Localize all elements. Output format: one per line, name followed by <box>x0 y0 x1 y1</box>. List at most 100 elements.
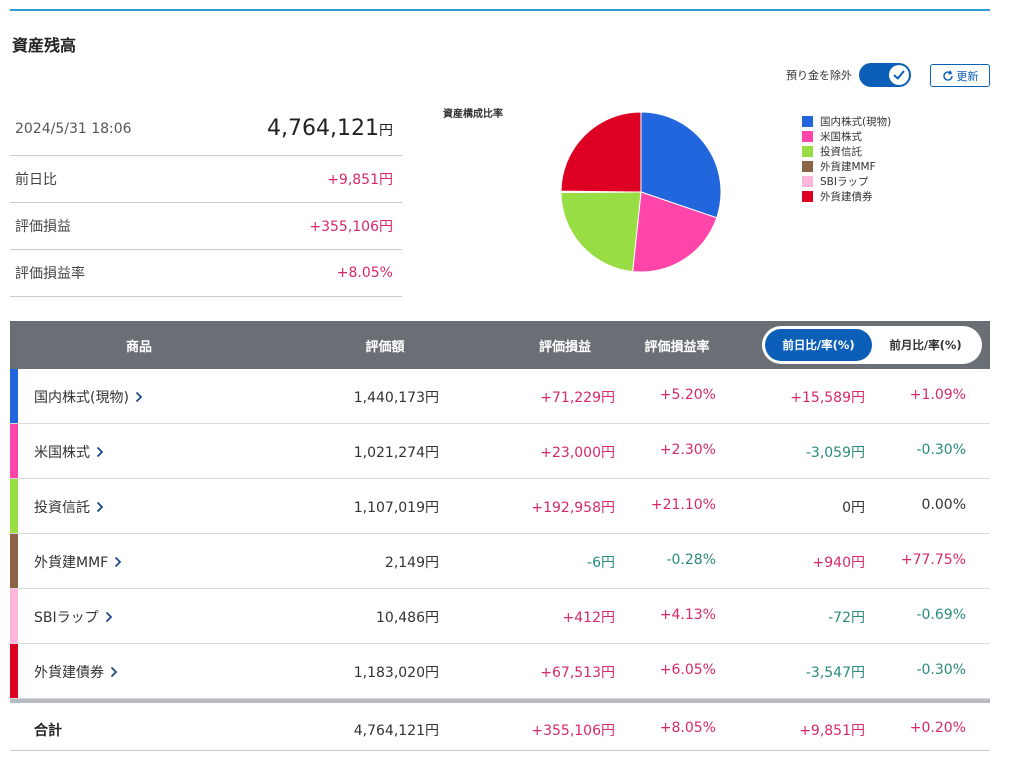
product-link[interactable]: SBIラップ <box>34 607 113 627</box>
pl-cell: -6円 <box>587 555 615 571</box>
pl-rate-cell: +4.13% <box>659 607 716 623</box>
legend-swatch <box>802 176 813 187</box>
pie-slice <box>560 191 642 273</box>
valuation-cell: 1,107,019円 <box>353 500 439 516</box>
legend-item: 外貨建MMF <box>802 159 891 174</box>
day-rate-cell: +1.09% <box>909 387 966 403</box>
summary-row-day-change: 前日比 +9,851円 <box>10 156 402 203</box>
legend-swatch <box>802 161 813 172</box>
summary-total-unit: 円 <box>379 123 393 139</box>
period-segment-control: 前日比/率(%) 前月比/率(%) <box>762 326 982 364</box>
header-valuation: 評価額 <box>365 339 405 355</box>
pl-rate-cell: +6.05% <box>659 662 716 678</box>
pl-cell: +23,000円 <box>540 445 615 461</box>
refresh-button[interactable]: 更新 <box>930 64 990 87</box>
exclude-deposit-label: 預り金を除外 <box>786 69 852 82</box>
product-link[interactable]: 外貨建MMF <box>34 552 122 572</box>
category-color-bar <box>10 644 18 698</box>
pl-cell: +412円 <box>562 610 615 626</box>
header-product: 商品 <box>125 339 152 355</box>
refresh-icon <box>942 70 953 81</box>
valuation-cell: 1,021,274円 <box>353 445 439 461</box>
pl-rate-cell: +21.10% <box>650 497 716 513</box>
product-link[interactable]: 外貨建債券 <box>34 662 118 682</box>
product-link[interactable]: 国内株式(現物) <box>34 387 143 407</box>
valuation-cell: 2,149円 <box>384 555 439 571</box>
day-rate-cell: +77.75% <box>900 552 966 568</box>
pl-rate-cell: -0.28% <box>666 552 716 568</box>
category-color-bar <box>10 534 18 588</box>
summary-value: +355,106円 <box>309 219 393 235</box>
summary-label: 評価損益率 <box>15 266 85 282</box>
day-rate-cell: 0.00% <box>921 497 966 513</box>
chevron-right-icon <box>135 391 143 403</box>
legend-item: 投資信託 <box>802 144 891 159</box>
total-day-change: +9,851円 <box>799 723 865 739</box>
legend-label: 米国株式 <box>820 131 862 143</box>
summary-row-pl-rate: 評価損益率 +8.05% <box>10 250 402 297</box>
table-row: 米国株式 1,021,274円 +23,000円 +2.30% -3,059円 -0.30… <box>10 424 990 479</box>
tab-month-change[interactable]: 前月比/率(%) <box>872 329 979 361</box>
refresh-label: 更新 <box>956 69 979 83</box>
day-change-cell: +940円 <box>812 555 865 571</box>
product-link[interactable]: 投資信託 <box>34 497 104 517</box>
day-rate-cell: -0.30% <box>916 442 966 458</box>
holdings-table: 商品 評価額 評価損益 評価損益率 前日比/率(%) 前月比/率(%) 国内株式… <box>10 321 990 751</box>
legend-item: SBIラップ <box>802 174 891 189</box>
legend-label: 国内株式(現物) <box>820 116 892 128</box>
total-pl: +355,106円 <box>531 723 615 739</box>
exclude-deposit-toggle-group: 預り金を除外 <box>786 63 911 87</box>
table-header: 商品 評価額 評価損益 評価損益率 前日比/率(%) 前月比/率(%) <box>10 321 990 369</box>
category-color-bar <box>10 589 18 643</box>
pl-cell: +71,229円 <box>540 390 615 406</box>
legend-swatch <box>802 146 813 157</box>
valuation-cell: 1,183,020円 <box>353 665 439 681</box>
product-name: 外貨建MMF <box>34 555 109 571</box>
legend-swatch <box>802 116 813 127</box>
legend-item: 国内株式(現物) <box>802 114 891 129</box>
product-name: 投資信託 <box>34 500 90 516</box>
chevron-right-icon <box>105 611 112 623</box>
summary-total-value: 4,764,121 <box>267 116 379 141</box>
table-row: 外貨建債券 1,183,020円 +67,513円 +6.05% -3,547円 -0.3… <box>10 644 990 699</box>
day-change-cell: 0円 <box>842 500 865 516</box>
pie-legend: 国内株式(現物) 米国株式投資信託外貨建MMF SBIラップ 外貨建債券 <box>802 114 891 204</box>
total-pl-rate: +8.05% <box>659 720 716 736</box>
product-name: 米国株式 <box>34 445 90 461</box>
chevron-right-icon <box>110 666 118 678</box>
pl-cell: +192,958円 <box>531 500 615 516</box>
category-color-bar <box>10 424 18 478</box>
top-divider <box>10 9 990 11</box>
product-name: SBIラップ <box>34 610 99 626</box>
legend-label: 外貨建MMF <box>820 161 876 173</box>
exclude-deposit-toggle[interactable] <box>859 63 911 87</box>
legend-label: 投資信託 <box>820 146 862 158</box>
category-color-bar <box>10 369 18 423</box>
check-icon <box>893 70 905 80</box>
summary-datetime: 2024/5/31 18:06 <box>15 120 132 137</box>
chevron-right-icon <box>96 446 104 458</box>
day-rate-cell: -0.69% <box>916 607 966 623</box>
pl-rate-cell: +5.20% <box>659 387 716 403</box>
day-change-cell: -3,059円 <box>805 445 865 461</box>
tab-day-change[interactable]: 前日比/率(%) <box>765 329 872 361</box>
summary-total-row: 2024/5/31 18:06 4,764,121円 <box>10 102 402 156</box>
pl-rate-cell: +2.30% <box>659 442 716 458</box>
category-color-bar <box>10 479 18 533</box>
asset-summary: 2024/5/31 18:06 4,764,121円 前日比 +9,851円 評… <box>10 102 402 297</box>
chevron-right-icon <box>96 501 104 513</box>
table-body: 国内株式(現物) 1,440,173円 +71,229円 +5.20% +15,589円… <box>10 369 990 699</box>
table-row: SBIラップ 10,486円 +412円 +4.13% -72円 -0.69% <box>10 589 990 644</box>
asset-pie-chart <box>560 111 722 273</box>
day-change-cell: +15,589円 <box>790 390 865 406</box>
legend-item: 外貨建債券 <box>802 189 891 204</box>
legend-label: 外貨建債券 <box>820 191 873 203</box>
day-rate-cell: -0.30% <box>916 662 966 678</box>
header-pl: 評価損益 <box>538 339 591 355</box>
pl-cell: +67,513円 <box>540 665 615 681</box>
valuation-cell: 1,440,173円 <box>353 390 439 406</box>
product-link[interactable]: 米国株式 <box>34 442 104 462</box>
total-separator <box>10 699 990 703</box>
product-name: 外貨建債券 <box>34 665 104 681</box>
summary-label: 前日比 <box>15 172 57 188</box>
